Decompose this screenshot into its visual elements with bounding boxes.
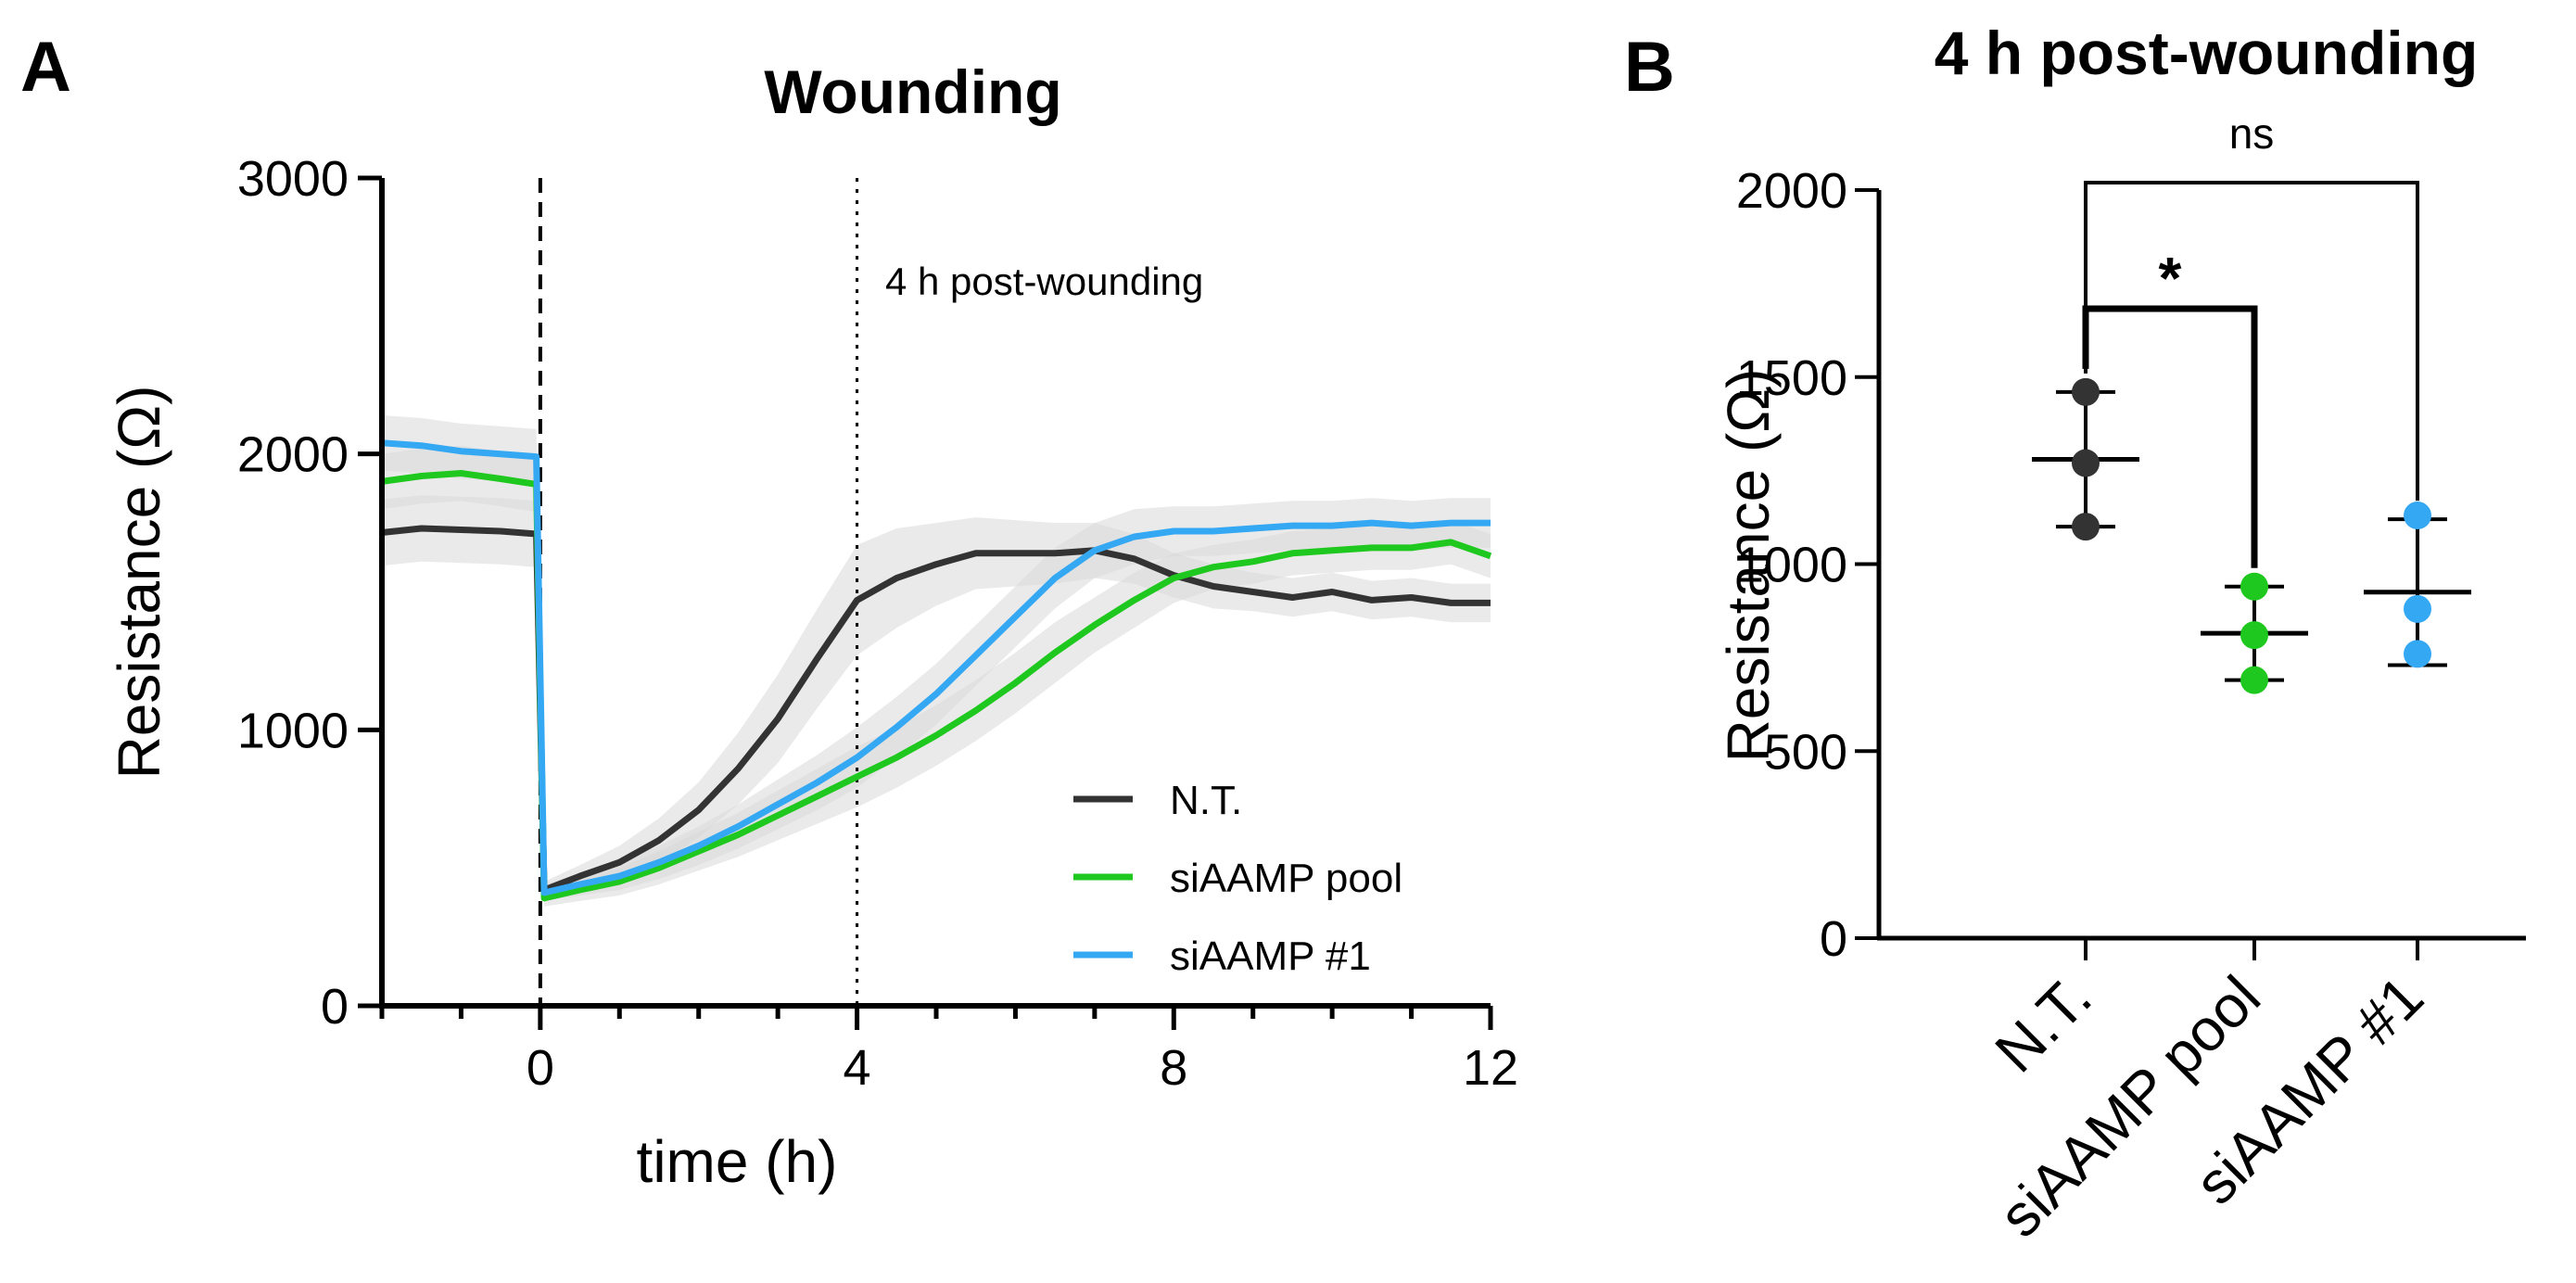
y-tick-label: 2000: [237, 427, 349, 483]
data-point: [2404, 502, 2431, 530]
data-point: [2072, 377, 2100, 406]
sd-band-2: [382, 415, 1491, 901]
sd-band-1: [382, 445, 1491, 907]
panel-a-title: Wounding: [764, 57, 1061, 126]
b-y-axis-label: Resistance (Ω): [1715, 369, 1782, 763]
panel-b-scatter-chart: B 4 h post-wounding 0 500 1000 1500 2000 N.T…: [1624, 19, 2526, 1250]
y-tick-label: 3000: [237, 151, 349, 207]
star-label: *: [2159, 245, 2182, 311]
a-x-axis-label: time (h): [637, 1128, 838, 1195]
data-point: [2240, 621, 2268, 650]
panel-b-letter: B: [1624, 28, 1675, 107]
b-category-label: N.T.: [1983, 963, 2104, 1085]
b-y-ticks: 0 500 1000 1500 2000: [1736, 163, 1879, 967]
b-groups: [2032, 377, 2471, 694]
star-bracket: [2082, 305, 2258, 568]
b-y-tick-label: 1500: [1736, 350, 1847, 406]
y-tick-label: 0: [321, 979, 349, 1035]
sd-band-0: [382, 495, 1491, 898]
y-tick-label: 1000: [237, 703, 349, 758]
a-x-ticks: 0 4 8 12: [379, 1006, 1518, 1096]
panel-a-letter: A: [20, 28, 71, 107]
b-y-tick-label: 500: [1764, 724, 1847, 780]
data-point: [2240, 572, 2268, 601]
a-y-axis-label: Resistance (Ω): [106, 386, 172, 780]
b-y-tick-label: 0: [1820, 911, 1847, 967]
b-axes: [1876, 190, 2526, 941]
a-4h-annotation: 4 h post-wounding: [885, 260, 1203, 303]
ns-bracket: [2084, 181, 2419, 502]
b-y-tick-label: 1000: [1736, 538, 1847, 593]
legend-label-0: N.T.: [1170, 778, 1242, 823]
data-point: [2404, 640, 2431, 668]
panel-b-title: 4 h post-wounding: [1935, 19, 2479, 87]
a-legend: N.T. siAAMP pool siAAMP #1: [1073, 778, 1402, 979]
x-tick-label: 0: [527, 1040, 554, 1096]
b-y-tick-label: 2000: [1736, 163, 1847, 219]
panel-a-line-chart: A Wounding 4 h post-wounding 0 4 8 12 0 1000…: [20, 28, 1518, 1195]
data-point: [2072, 513, 2100, 541]
x-tick-label: 12: [1463, 1040, 1518, 1096]
x-tick-label: 4: [844, 1040, 871, 1096]
data-point: [2072, 449, 2100, 477]
ns-label: ns: [2229, 109, 2275, 158]
legend-label-2: siAAMP #1: [1170, 934, 1371, 979]
legend-label-1: siAAMP pool: [1170, 856, 1402, 901]
a-series-lines: [381, 439, 1492, 902]
data-point: [2404, 594, 2431, 623]
b-significance-brackets: ns *: [2082, 109, 2419, 568]
series-line-2: [381, 439, 1491, 896]
a-y-ticks: 0 1000 2000 3000: [237, 151, 382, 1035]
data-point: [2240, 666, 2268, 694]
a-sd-bands: [382, 415, 1491, 907]
x-tick-label: 8: [1160, 1040, 1187, 1096]
